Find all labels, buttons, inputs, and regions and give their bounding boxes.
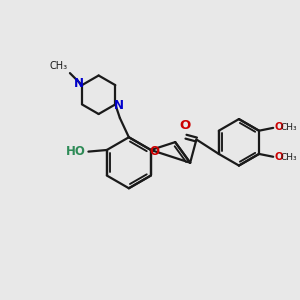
Text: N: N [74, 77, 83, 90]
Text: O: O [274, 152, 283, 162]
Text: O: O [149, 145, 159, 158]
Text: CH₃: CH₃ [280, 123, 297, 132]
Text: O: O [274, 122, 283, 132]
Text: CH₃: CH₃ [280, 153, 297, 162]
Text: O: O [180, 119, 191, 133]
Text: N: N [114, 99, 124, 112]
Text: CH₃: CH₃ [50, 61, 68, 71]
Text: HO: HO [66, 145, 86, 158]
